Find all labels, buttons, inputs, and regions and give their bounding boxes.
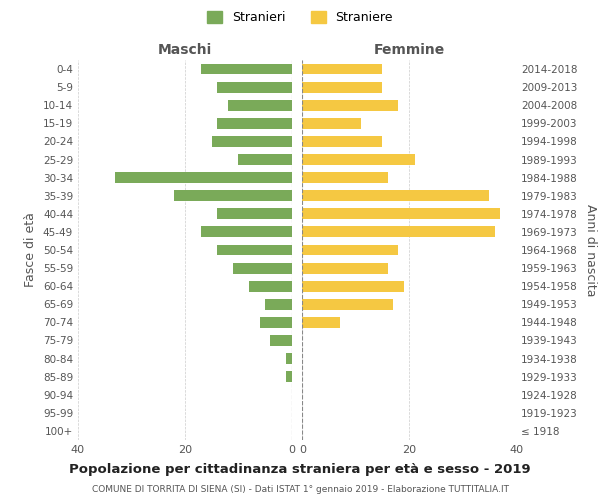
Bar <box>238 154 292 165</box>
Bar <box>302 118 361 129</box>
Bar <box>174 190 292 201</box>
Bar <box>302 244 398 256</box>
Bar <box>217 82 292 92</box>
Bar <box>302 154 415 165</box>
Bar <box>302 208 500 219</box>
Y-axis label: Anni di nascita: Anni di nascita <box>584 204 597 296</box>
Bar <box>302 281 404 291</box>
Bar <box>233 262 292 274</box>
Text: Popolazione per cittadinanza straniera per età e sesso - 2019: Popolazione per cittadinanza straniera p… <box>69 464 531 476</box>
Bar <box>286 371 292 382</box>
Bar <box>302 226 494 237</box>
Bar <box>302 64 382 74</box>
Legend: Stranieri, Straniere: Stranieri, Straniere <box>202 6 398 29</box>
Bar <box>286 353 292 364</box>
Bar <box>270 335 292 346</box>
Bar <box>212 136 292 147</box>
Bar <box>302 136 382 147</box>
Bar <box>217 208 292 219</box>
Bar <box>302 190 489 201</box>
Bar <box>302 299 393 310</box>
Bar <box>260 317 292 328</box>
Bar <box>201 226 292 237</box>
Bar <box>201 64 292 74</box>
Bar <box>302 262 388 274</box>
Bar <box>217 118 292 129</box>
Bar <box>302 82 382 92</box>
Title: Femmine: Femmine <box>374 44 445 58</box>
Title: Maschi: Maschi <box>158 44 212 58</box>
Bar <box>249 281 292 291</box>
Bar <box>227 100 292 110</box>
Bar <box>115 172 292 183</box>
Bar <box>302 172 388 183</box>
Bar <box>302 317 340 328</box>
Text: COMUNE DI TORRITA DI SIENA (SI) - Dati ISTAT 1° gennaio 2019 - Elaborazione TUTT: COMUNE DI TORRITA DI SIENA (SI) - Dati I… <box>91 486 509 494</box>
Bar <box>217 244 292 256</box>
Bar <box>302 100 398 110</box>
Y-axis label: Fasce di età: Fasce di età <box>25 212 37 288</box>
Bar <box>265 299 292 310</box>
